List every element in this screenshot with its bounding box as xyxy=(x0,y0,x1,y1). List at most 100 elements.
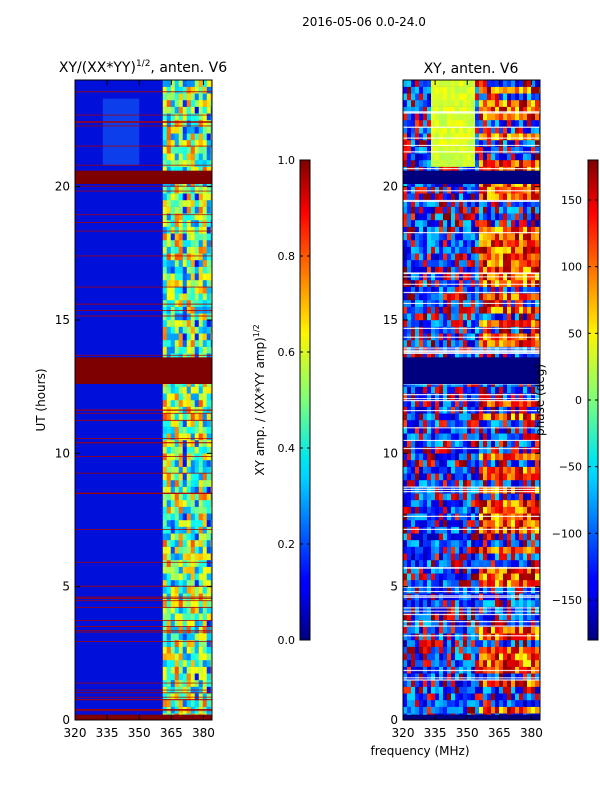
left-heatmap-cell xyxy=(162,133,167,141)
right-heatmap-cell xyxy=(403,100,408,107)
right-heatmap-cell xyxy=(475,580,480,587)
left-heatmap-cell xyxy=(166,660,171,667)
right-heatmap-cell xyxy=(447,340,452,347)
right-heatmap-cell xyxy=(415,553,420,561)
right-heatmap-cell xyxy=(475,206,480,214)
left-heatmap-cell xyxy=(170,486,175,494)
left-heatmap-cell xyxy=(162,446,167,454)
left-heatmap-cell xyxy=(190,220,195,227)
right-heatmap-cell xyxy=(479,93,484,101)
right-heatmap-cell xyxy=(491,586,496,594)
left-heatmap-cell xyxy=(182,446,187,454)
right-heatmap-cell xyxy=(411,86,416,94)
left-heatmap-cell xyxy=(162,573,167,581)
left-heatmap-cell xyxy=(210,546,212,554)
left-heatmap-cell xyxy=(198,640,203,647)
right-heatmap-cell xyxy=(423,653,428,661)
right-heatmap-cell xyxy=(443,533,448,541)
right-heatmap-cell xyxy=(503,646,508,654)
left-heatmap-cell xyxy=(174,193,179,201)
right-heatmap-cell xyxy=(503,493,508,501)
right-heatmap-cell xyxy=(511,353,516,361)
left-heatmap-cell xyxy=(194,513,199,521)
right-heatmap-cell xyxy=(523,206,528,214)
right-heatmap-cell xyxy=(491,706,496,714)
right-heatmap-cell xyxy=(507,386,512,394)
right-heatmap-cell xyxy=(475,700,480,707)
left-heatmap-cell xyxy=(178,506,183,514)
right-heatmap-cell xyxy=(439,560,444,567)
right-heatmap-cell xyxy=(411,433,416,441)
right-heatmap-cell xyxy=(503,686,508,694)
right-heatmap-cell xyxy=(411,460,416,467)
right-heatmap-cell xyxy=(419,626,424,634)
left-heatmap-cell xyxy=(194,333,199,341)
right-heatmap-cell xyxy=(483,153,488,161)
right-heatmap-cell xyxy=(427,160,432,167)
right-heatmap-cell xyxy=(459,613,464,621)
right-heatmap-cell xyxy=(527,700,532,707)
right-heatmap-cell xyxy=(423,580,428,587)
left-heatmap-cell xyxy=(174,240,179,247)
right-heatmap-cell xyxy=(523,640,528,647)
right-heatmap-cell xyxy=(531,113,536,121)
left-heatmap-cell xyxy=(202,460,207,467)
right-heatmap-cell xyxy=(499,146,504,154)
right-colorbar-tick-label: 50 xyxy=(568,327,582,340)
left-heatmap-cell xyxy=(194,233,199,241)
right-heatmap-cell xyxy=(483,466,488,474)
left-heatmap-cell xyxy=(174,566,179,574)
right-heatmap-cell xyxy=(423,606,428,614)
left-heatmap-cell xyxy=(202,100,207,107)
right-heatmap-cell xyxy=(515,320,520,327)
right-heatmap-cell xyxy=(427,413,432,421)
right-heatmap-cell xyxy=(519,286,524,294)
right-heatmap-cell xyxy=(507,140,512,147)
right-heatmap-cell xyxy=(495,386,500,394)
right-heatmap-cell xyxy=(495,700,500,707)
right-y-tick-label: 10 xyxy=(383,446,398,460)
right-heatmap-cell xyxy=(407,160,412,167)
left-heatmap-cell xyxy=(166,446,171,454)
right-heatmap-cell xyxy=(475,626,480,634)
right-heatmap-cell xyxy=(447,386,452,394)
right-heatmap-cell xyxy=(403,426,408,434)
right-heatmap-cell xyxy=(455,106,460,114)
right-heatmap-cell xyxy=(475,473,480,481)
right-heatmap-cell xyxy=(451,93,456,101)
left-heatmap-cell xyxy=(210,106,212,114)
right-heatmap-cell xyxy=(527,240,532,247)
right-heatmap-cell xyxy=(459,600,464,607)
left-heatmap-cell xyxy=(170,420,175,427)
right-heatmap-cell xyxy=(503,453,508,461)
right-heatmap-cell xyxy=(471,693,476,701)
right-heatmap-cell xyxy=(467,420,472,427)
right-heatmap-cell xyxy=(415,693,420,701)
right-heatmap-cell xyxy=(403,126,408,134)
right-heatmap-cell xyxy=(451,600,456,607)
right-heatmap-cell xyxy=(523,500,528,507)
right-heatmap-cell xyxy=(523,520,528,527)
right-heatmap-cell xyxy=(411,413,416,421)
right-heatmap-cell xyxy=(463,626,468,634)
right-heatmap-cell xyxy=(507,86,512,94)
right-heatmap-cell xyxy=(515,600,520,607)
right-heatmap-cell xyxy=(447,400,452,407)
right-heatmap-cell xyxy=(415,80,420,87)
right-heatmap-cell xyxy=(471,420,476,427)
right-heatmap-cell xyxy=(475,240,480,247)
right-heatmap-cell xyxy=(479,120,484,127)
left-heatmap-cell xyxy=(166,106,171,114)
right-heatmap-cell xyxy=(431,566,436,574)
left-heatmap-cell xyxy=(166,313,171,321)
right-heatmap-cell xyxy=(519,506,524,514)
right-heatmap-cell xyxy=(507,326,512,334)
left-heatmap-cell xyxy=(182,106,187,114)
right-heatmap-cell xyxy=(475,133,480,141)
left-heatmap-cell xyxy=(194,606,199,614)
right-heatmap-cell xyxy=(427,680,432,687)
right-heatmap-cell xyxy=(427,233,432,241)
right-heatmap-cell xyxy=(503,146,508,154)
right-heatmap-cell xyxy=(411,580,416,587)
right-heatmap-cell xyxy=(411,133,416,141)
